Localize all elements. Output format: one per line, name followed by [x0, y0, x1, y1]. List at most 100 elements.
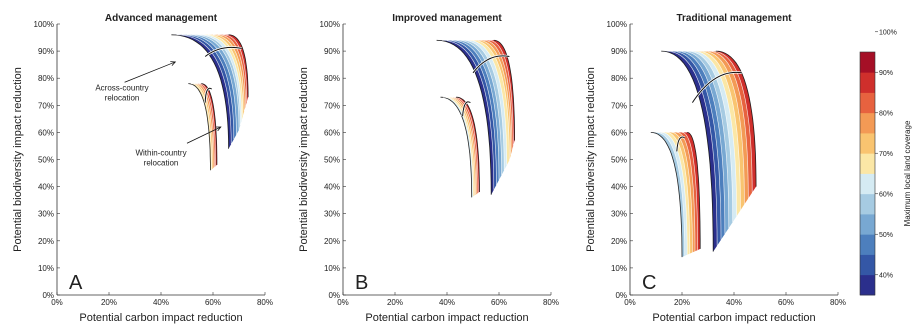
y-tick-label: 30%	[611, 210, 627, 219]
contour-line	[228, 34, 249, 98]
y-tick-label: 60%	[38, 128, 54, 137]
contour-line	[223, 34, 248, 102]
fan-across-country	[436, 39, 515, 195]
y-tick-label: 50%	[38, 156, 54, 165]
x-tick-label: 60%	[491, 298, 507, 307]
y-tick-label: 20%	[324, 237, 340, 246]
contour-line	[440, 96, 473, 198]
marker-line	[676, 136, 685, 152]
x-tick-label: 60%	[778, 298, 794, 307]
y-tick-label: 100%	[607, 20, 627, 29]
fan-band	[676, 132, 698, 252]
fan-band	[190, 83, 213, 170]
fan-band	[188, 83, 212, 171]
fan-band	[450, 97, 479, 194]
colorbar-swatch	[860, 52, 875, 73]
fan-within-country	[440, 96, 480, 198]
x-axis-label: Potential carbon impact reduction	[652, 312, 815, 324]
contour-line	[681, 50, 730, 229]
fan-band	[187, 34, 239, 135]
fan-band	[687, 51, 737, 223]
y-tick-label: 80%	[38, 74, 54, 83]
fan-within-country	[650, 132, 701, 258]
fan-band	[213, 34, 246, 112]
colorbar-swatch	[860, 153, 875, 174]
fan-band	[708, 51, 753, 199]
contour-line	[190, 83, 212, 170]
fan-band	[445, 97, 476, 196]
colorbar-tick-label: 70%	[879, 151, 893, 158]
marker-line	[691, 71, 742, 103]
y-tick-label: 0%	[42, 291, 54, 300]
fan-band	[207, 34, 245, 116]
contour-line	[456, 96, 480, 192]
y-tick-label: 30%	[324, 210, 340, 219]
x-tick-label: 20%	[387, 298, 403, 307]
fan-band	[697, 51, 745, 211]
fan-band	[197, 34, 242, 126]
x-tick-label: 80%	[543, 298, 559, 307]
fan-band	[473, 40, 511, 161]
fan-band	[711, 51, 757, 193]
contour-line	[441, 40, 495, 190]
x-tick-label: 60%	[205, 298, 221, 307]
annotation-arrow	[186, 126, 221, 144]
x-tick-label: 0%	[51, 298, 63, 307]
contour-line	[661, 50, 714, 252]
annotation-text: Across-country	[95, 83, 148, 92]
fan-across-country	[661, 50, 757, 252]
contour-line	[197, 34, 241, 126]
contour-line	[661, 132, 688, 255]
colorbar-tick-label: 50%	[879, 232, 893, 239]
fan-band	[198, 83, 217, 166]
marker-line	[204, 46, 242, 57]
marker-line	[462, 101, 471, 117]
contour-line	[687, 50, 733, 223]
y-tick-label: 90%	[38, 47, 54, 56]
colorbar-swatch	[860, 214, 875, 235]
contour-line	[450, 96, 478, 194]
y-tick-label: 40%	[611, 183, 627, 192]
contour-line	[478, 40, 511, 156]
colorbar-swatch	[860, 254, 875, 276]
x-axis-label: Potential carbon impact reduction	[365, 312, 528, 324]
y-tick-label: 70%	[324, 101, 340, 110]
contour-line	[201, 83, 218, 165]
fan-band	[448, 97, 477, 195]
fan-band	[443, 97, 475, 197]
contour-line	[176, 34, 232, 145]
fan-across-country	[171, 34, 249, 149]
annotation-text: relocation	[105, 93, 140, 102]
y-tick-label: 10%	[38, 264, 54, 273]
colorbar-swatch	[860, 234, 875, 255]
contour-line	[192, 34, 240, 130]
fan-band	[483, 40, 514, 151]
fan-band	[440, 97, 473, 198]
annotation-text: relocation	[144, 158, 179, 167]
contour-line	[671, 50, 722, 240]
fan-band	[452, 40, 502, 180]
contour-line	[457, 40, 502, 176]
fan-band	[702, 51, 749, 205]
contour-line	[462, 40, 505, 171]
panel-advanced-management: 0% 10% 20% 30% 40% 50% 60% 70% 80% 90% 100% 0% 20% 40…	[12, 13, 273, 324]
contour-line	[452, 40, 500, 180]
fan-band	[193, 83, 215, 169]
contour-line	[446, 40, 497, 185]
fan-band	[218, 34, 247, 107]
fan-band	[656, 132, 688, 256]
contour-line	[448, 96, 476, 195]
colorbar-tick-label: 90%	[879, 70, 893, 77]
contour-line	[202, 34, 242, 121]
colorbar-frame	[859, 51, 876, 296]
fan-band	[488, 40, 515, 146]
contour-line	[207, 34, 244, 116]
y-tick-label: 40%	[38, 183, 54, 192]
contour-line	[193, 83, 214, 169]
fan-band	[462, 40, 507, 171]
panel-label: C	[642, 272, 656, 294]
y-tick-label: 10%	[611, 264, 627, 273]
annotation-arrowhead	[170, 61, 177, 66]
contour-line	[467, 40, 508, 166]
fan-band	[666, 132, 693, 254]
